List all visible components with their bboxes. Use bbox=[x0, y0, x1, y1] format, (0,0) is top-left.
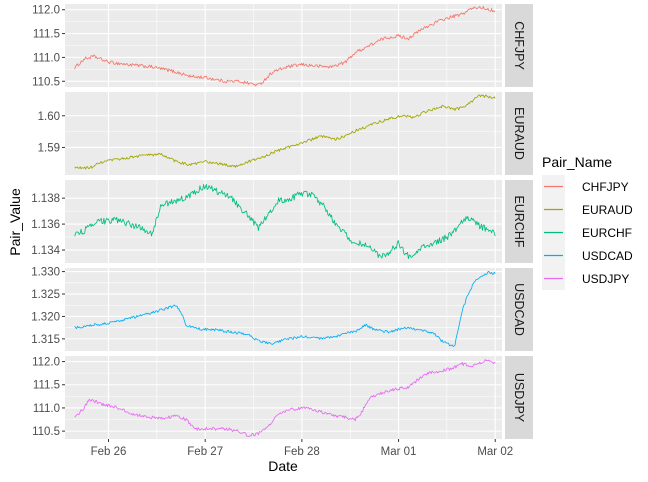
y-tick-label: 110.5 bbox=[32, 426, 60, 438]
y-tick-label: 1.320 bbox=[31, 311, 60, 323]
legend-entry-usdcad: USDCAD bbox=[542, 244, 633, 267]
panel-euraud: 1.59 1.60 EURAUD bbox=[38, 92, 533, 175]
y-tick-label: 111.0 bbox=[33, 52, 60, 64]
facet-strip bbox=[505, 268, 533, 351]
facet-panels: 110.5 111.0 111.5 112.0 CHFJPY 1.59 1.60 EURAUD… bbox=[31, 4, 533, 439]
facet-strip-label: EURCHF bbox=[512, 195, 526, 247]
legend-entry-euraud: EURAUD bbox=[542, 198, 633, 221]
y-tick-label: 1.325 bbox=[31, 289, 60, 301]
panel-usdcad: 1.315 1.320 1.325 1.330 USDCAD bbox=[31, 267, 533, 351]
legend: Pair_Name CHFJPY EURAUD EURCHF USDCAD USDJPY bbox=[542, 154, 633, 290]
panel-chfjpy: 110.5 111.0 111.5 112.0 CHFJPY bbox=[32, 4, 533, 88]
facet-strip-label: CHFJPY bbox=[512, 21, 526, 70]
x-tick-label: Mar 01 bbox=[381, 446, 417, 458]
panel-eurchf: 1.134 1.136 1.138 EURCHF bbox=[31, 180, 533, 263]
series-line-usdcad bbox=[74, 270, 496, 348]
legend-entry-eurchf: EURCHF bbox=[542, 221, 632, 244]
y-tick-label: 1.138 bbox=[31, 193, 60, 205]
facet-strip-label: USDCAD bbox=[512, 283, 526, 336]
y-tick-label: 112.0 bbox=[32, 5, 60, 17]
facet-strip bbox=[505, 356, 533, 439]
y-tick-label: 111.5 bbox=[33, 29, 60, 41]
facet-strip-label: EURAUD bbox=[512, 107, 526, 160]
y-tick-label: 110.5 bbox=[32, 76, 60, 88]
y-tick-label: 111.0 bbox=[33, 403, 60, 415]
facet-strip bbox=[505, 4, 533, 87]
x-tick-label: Feb 27 bbox=[187, 446, 223, 458]
y-tick-label: 1.59 bbox=[38, 142, 60, 154]
y-tick-label: 1.315 bbox=[31, 334, 60, 346]
y-axis-title: Pair_Value bbox=[7, 188, 23, 256]
series-line-euraud bbox=[74, 94, 496, 170]
panel-background bbox=[65, 180, 502, 263]
x-tick-label: Mar 02 bbox=[477, 446, 513, 458]
facet-strip bbox=[505, 180, 533, 263]
series-line-chfjpy bbox=[74, 5, 496, 87]
y-tick-label: 112.0 bbox=[32, 357, 60, 369]
series-line-eurchf bbox=[74, 183, 496, 260]
x-axis-title: Date bbox=[268, 458, 298, 474]
legend-entry-chfjpy: CHFJPY bbox=[542, 175, 629, 198]
x-tick-label: Feb 26 bbox=[91, 446, 127, 458]
series-line-usdjpy bbox=[74, 359, 496, 437]
y-tick-label: 1.330 bbox=[31, 267, 60, 279]
y-tick-label: 111.5 bbox=[33, 380, 60, 392]
facet-strip bbox=[505, 92, 533, 175]
legend-label: EURAUD bbox=[582, 203, 633, 217]
legend-label: EURCHF bbox=[582, 226, 632, 240]
panel-usdjpy: 110.5 111.0 111.5 112.0 USDJPY bbox=[32, 356, 533, 439]
legend-entry-usdjpy: USDJPY bbox=[542, 267, 629, 290]
y-tick-label: 1.134 bbox=[31, 245, 60, 257]
facet-strip-label: USDJPY bbox=[512, 373, 526, 423]
legend-label: USDJPY bbox=[582, 272, 629, 286]
legend-label: CHFJPY bbox=[582, 180, 629, 194]
legend-title: Pair_Name bbox=[542, 154, 612, 170]
y-tick-label: 1.60 bbox=[38, 111, 60, 123]
panel-background bbox=[65, 356, 502, 439]
x-tick-label: Feb 28 bbox=[284, 446, 320, 458]
x-axis: Feb 26 Feb 27 Feb 28 Mar 01 Mar 02 bbox=[91, 439, 513, 458]
y-tick-label: 1.136 bbox=[31, 219, 60, 231]
panel-background bbox=[65, 268, 502, 351]
legend-label: USDCAD bbox=[582, 249, 633, 263]
panel-background bbox=[65, 92, 502, 175]
